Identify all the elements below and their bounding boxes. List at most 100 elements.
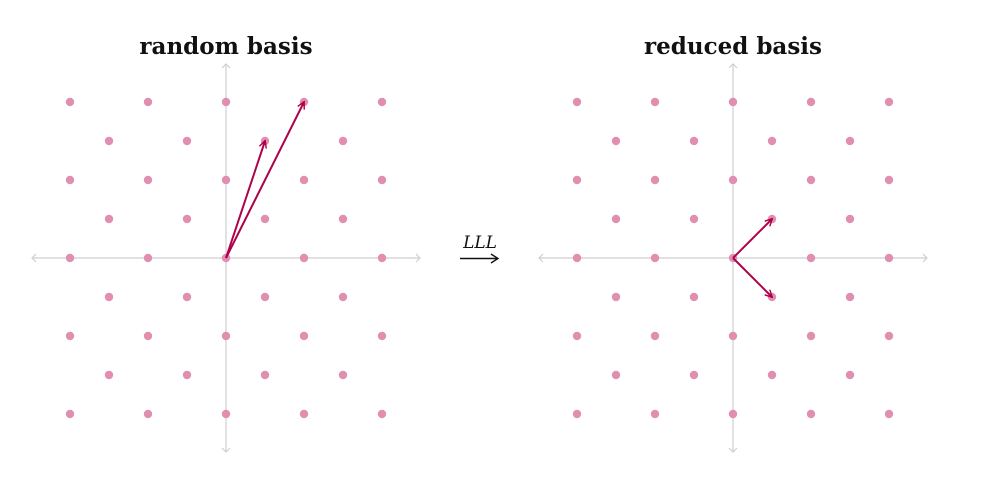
lattice-point xyxy=(728,97,738,107)
lattice-point xyxy=(806,409,816,419)
basis-vectors xyxy=(225,102,304,259)
lattice-point xyxy=(299,331,309,341)
panel-title-reduced-basis: reduced basis xyxy=(644,33,822,60)
lattice-point xyxy=(611,214,621,224)
lattice-point xyxy=(65,331,75,341)
lattice-points xyxy=(65,97,387,419)
lattice-point xyxy=(182,292,192,302)
lattice-point xyxy=(104,292,114,302)
lll-label: LLL xyxy=(462,233,497,253)
lattice-point xyxy=(182,214,192,224)
y-axis-arrow-up xyxy=(221,63,231,69)
lattice-point xyxy=(806,253,816,263)
lattice-point xyxy=(260,214,270,224)
lattice-point xyxy=(572,331,582,341)
lattice-point xyxy=(182,370,192,380)
lattice-point xyxy=(806,331,816,341)
lattice-point xyxy=(845,292,855,302)
lattice-point xyxy=(611,136,621,146)
lattice-point xyxy=(338,292,348,302)
lattice-point xyxy=(806,97,816,107)
lattice-point xyxy=(611,370,621,380)
lll-transform-arrow: LLL xyxy=(460,233,500,264)
lattice-point xyxy=(572,175,582,185)
x-axis-arrow-left xyxy=(31,253,37,263)
lattice-point xyxy=(611,292,621,302)
lattice-point xyxy=(845,214,855,224)
lattice-point xyxy=(221,409,231,419)
y-axis-arrow-down xyxy=(221,447,231,453)
lattice-point xyxy=(728,331,738,341)
lattice-point xyxy=(182,136,192,146)
lattice-point xyxy=(728,175,738,185)
lll-arrow-head xyxy=(490,253,500,264)
lattice-point xyxy=(143,409,153,419)
lattice-point xyxy=(572,97,582,107)
lattice-point xyxy=(65,409,75,419)
lattice-point xyxy=(884,253,894,263)
lattice-point xyxy=(338,136,348,146)
lattice-point xyxy=(845,136,855,146)
lattice-point xyxy=(728,409,738,419)
lattice-panel-reduced xyxy=(538,63,928,453)
basis-vector-2 xyxy=(225,102,304,259)
x-axis-arrow-right xyxy=(922,253,928,263)
lattice-point xyxy=(806,175,816,185)
lattice-point xyxy=(299,253,309,263)
lattice-point xyxy=(143,97,153,107)
basis-vectors xyxy=(732,219,772,297)
lattice-point xyxy=(767,136,777,146)
lattice-point xyxy=(143,331,153,341)
lattice-point xyxy=(650,175,660,185)
lattice-point xyxy=(338,370,348,380)
lattice-point xyxy=(65,175,75,185)
lattice-point xyxy=(884,409,894,419)
lattice-point xyxy=(767,370,777,380)
lattice-point xyxy=(143,175,153,185)
basis-vector-2 xyxy=(732,257,772,297)
lattice-point xyxy=(338,214,348,224)
y-axis-arrow-down xyxy=(728,447,738,453)
lattice-point xyxy=(572,253,582,263)
lattice-point xyxy=(65,253,75,263)
lattice-point xyxy=(572,409,582,419)
lattice-point xyxy=(104,214,114,224)
lattice-point xyxy=(650,331,660,341)
basis-vector-1 xyxy=(225,141,265,259)
lattice-point xyxy=(143,253,153,263)
lattice-point xyxy=(377,409,387,419)
lattice-point xyxy=(377,331,387,341)
lattice-point xyxy=(884,97,894,107)
lattice-panel-random xyxy=(31,63,421,453)
lattice-point xyxy=(377,97,387,107)
lattice-point xyxy=(221,175,231,185)
y-axis-arrow-up xyxy=(728,63,738,69)
lattice-point xyxy=(104,136,114,146)
lattice-point xyxy=(689,292,699,302)
lattice-point xyxy=(299,175,309,185)
x-axis-arrow-left xyxy=(538,253,544,263)
lattice-point xyxy=(221,97,231,107)
lattice-point xyxy=(104,370,114,380)
lattice-point xyxy=(689,136,699,146)
basis-vector-1 xyxy=(732,219,772,259)
lattice-point xyxy=(884,175,894,185)
lattice-point xyxy=(260,370,270,380)
panel-title-random-basis: random basis xyxy=(139,33,312,60)
lattice-point xyxy=(221,331,231,341)
lattice-point xyxy=(650,409,660,419)
lattice-point xyxy=(299,409,309,419)
lattice-point xyxy=(650,97,660,107)
lattice-point xyxy=(377,175,387,185)
lattice-point xyxy=(65,97,75,107)
lattice-point xyxy=(650,253,660,263)
lattice-point xyxy=(689,214,699,224)
lattice-point xyxy=(260,292,270,302)
x-axis-arrow-right xyxy=(415,253,421,263)
lattice-point xyxy=(845,370,855,380)
lattice-point xyxy=(689,370,699,380)
lattice-point xyxy=(884,331,894,341)
lattice-point xyxy=(377,253,387,263)
